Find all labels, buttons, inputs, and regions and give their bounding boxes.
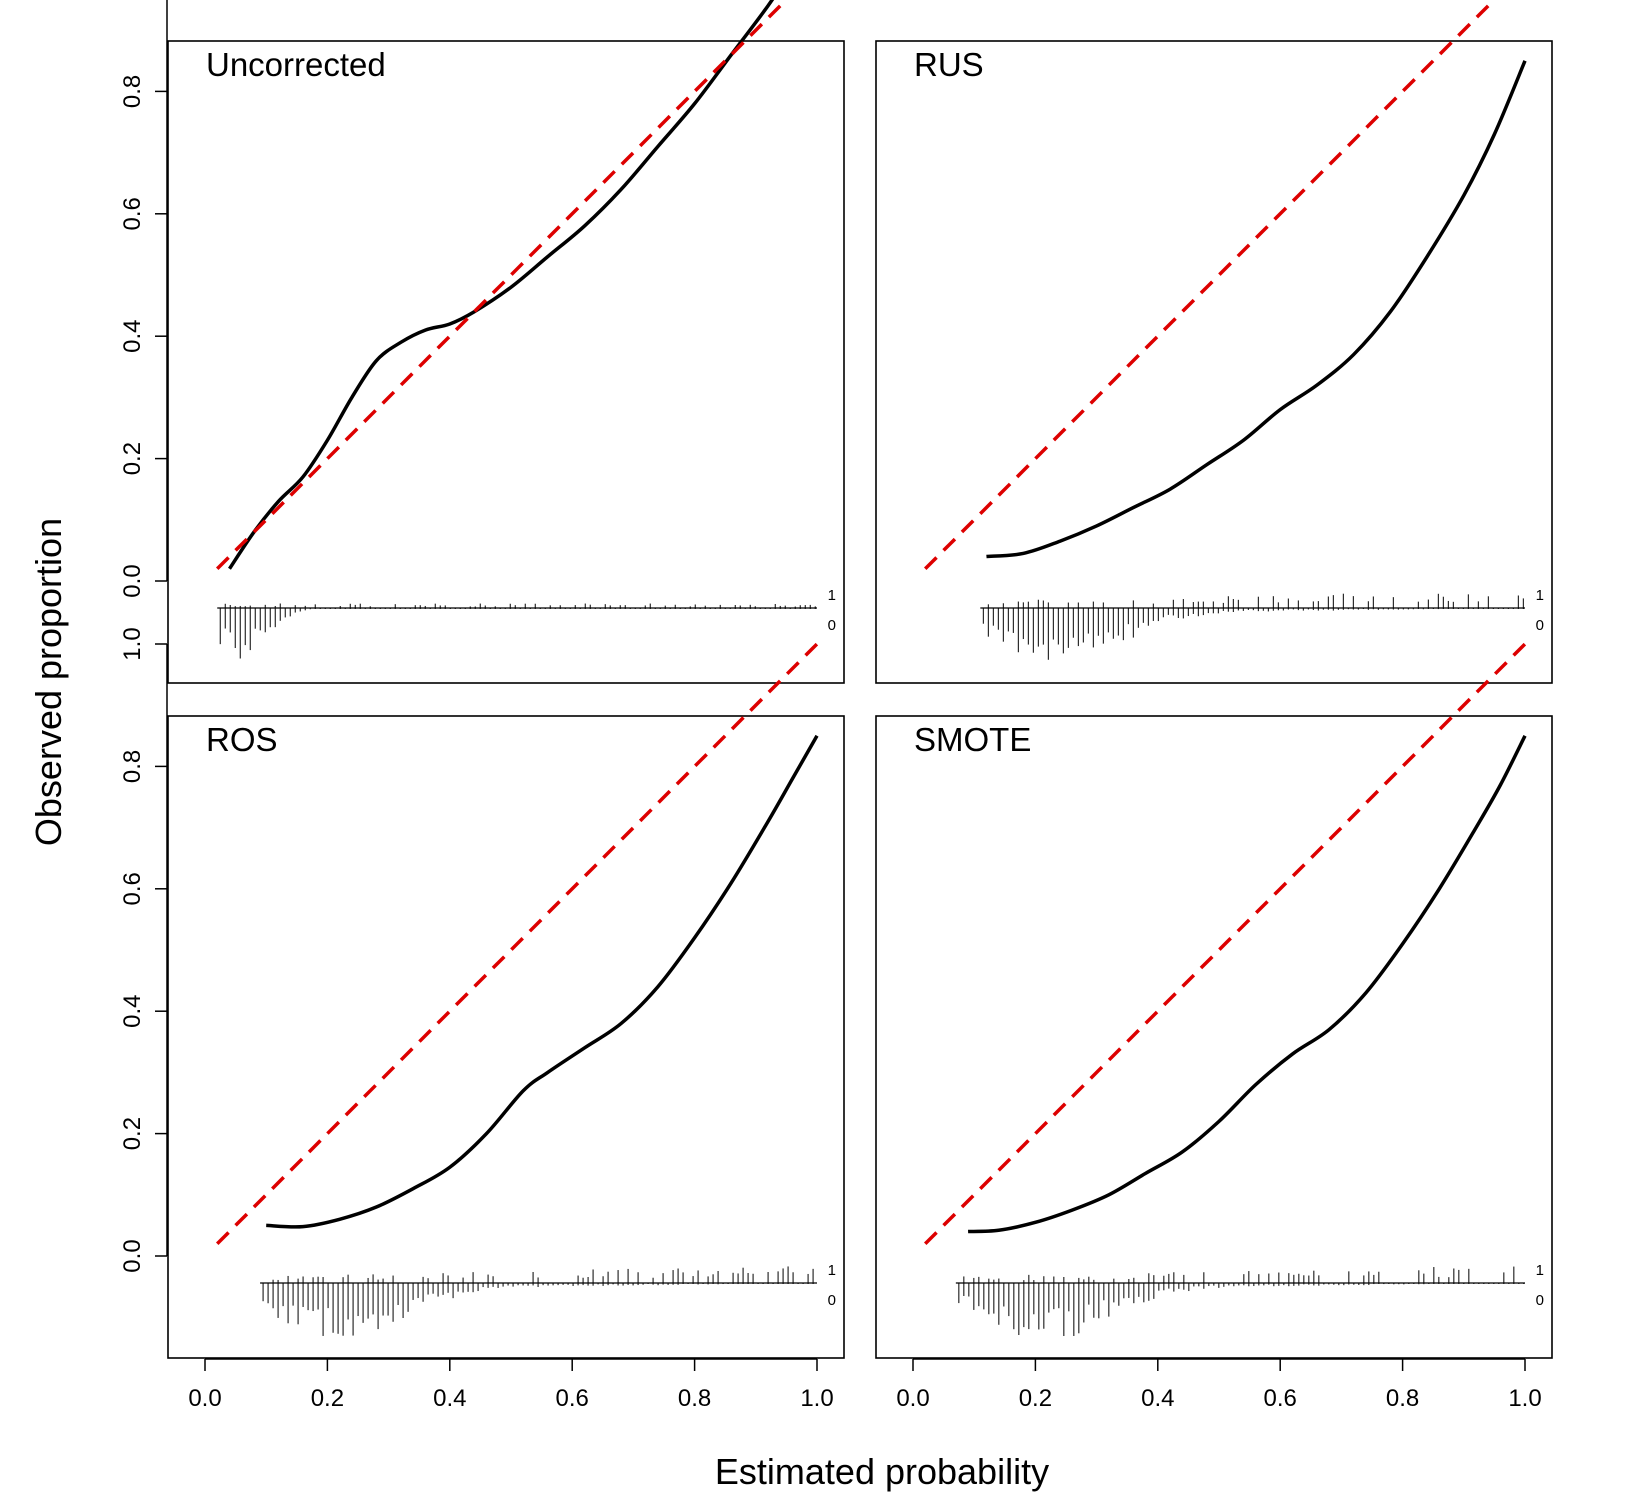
x-tick-label: 1.0 — [1508, 1385, 1541, 1412]
y-tick-label: 0.0 — [119, 564, 146, 597]
reference-line — [924, 642, 1527, 1245]
panel-smote: SMOTE 0.0 0.2 0.4 0.6 0.8 1.0 1 0 — [875, 642, 1553, 1412]
y-tick-label: 0.6 — [119, 197, 146, 230]
reference-line — [216, 642, 819, 1245]
y-tick-label: 0.6 — [119, 872, 146, 905]
panel-rus: RUS 1 0 — [875, 0, 1553, 684]
panel-frame — [167, 40, 845, 684]
calibration-curve — [968, 735, 1527, 1234]
x-tick-label: 0.8 — [1386, 1385, 1419, 1412]
y-tick-label: 0.4 — [119, 995, 146, 1028]
panel-frame — [875, 715, 1553, 1359]
calibration-curve — [266, 734, 819, 1229]
rug-label-one: 1 — [828, 1262, 836, 1279]
rug-label-one: 1 — [828, 587, 836, 604]
rug-label-zero: 0 — [1536, 617, 1544, 634]
x-tick-label: 0.4 — [433, 1385, 466, 1412]
y-tick-label: 0.2 — [119, 442, 146, 475]
panel-frame — [167, 715, 845, 1359]
x-tick-label: 0.4 — [1141, 1385, 1174, 1412]
panel-uncorrected: Uncorrected 0.0 0.2 0.4 0.6 0.8 1.0 1 0 — [119, 0, 845, 684]
y-tick-label: 0.8 — [119, 75, 146, 108]
y-tick-label: 0.2 — [119, 1117, 146, 1150]
reference-line — [924, 0, 1497, 570]
x-tick-label: 0.0 — [896, 1385, 929, 1412]
x-tick-label: 0.6 — [1264, 1385, 1297, 1412]
y-tick-label: 1.0 — [119, 627, 146, 660]
x-tick-label: 0.6 — [556, 1385, 589, 1412]
calibration-curve — [986, 60, 1527, 559]
panel-title: ROS — [206, 721, 278, 758]
x-tick-label: 0.8 — [678, 1385, 711, 1412]
panel-ros: ROS 0.0 0.2 0.4 0.6 0.8 1.0 0.0 0.2 0.4 0.6 0.8 1.0 1… — [119, 627, 845, 1412]
x-tick-label: 1.0 — [800, 1385, 833, 1412]
x-axis-title: Estimated probability — [715, 1451, 1049, 1492]
y-tick-label: 0.4 — [119, 320, 146, 353]
rug-label-zero: 0 — [1536, 1292, 1544, 1309]
rug-label-one: 1 — [1536, 1262, 1544, 1279]
panel-title: SMOTE — [914, 721, 1031, 758]
x-tick-label: 0.0 — [188, 1385, 221, 1412]
rug-label-one: 1 — [1536, 587, 1544, 604]
panel-frame — [875, 40, 1553, 684]
panel-title: Uncorrected — [206, 46, 386, 83]
rug-label-zero: 0 — [828, 617, 836, 634]
calibration-curve — [228, 0, 775, 570]
x-tick-label: 0.2 — [311, 1385, 344, 1412]
x-tick-label: 0.2 — [1019, 1385, 1052, 1412]
rug-label-zero: 0 — [828, 1292, 836, 1309]
panel-title: RUS — [914, 46, 984, 83]
y-axis-title: Observed proportion — [28, 518, 69, 846]
y-tick-label: 0.8 — [119, 750, 146, 783]
y-tick-label: 0.0 — [119, 1239, 146, 1272]
reference-line — [216, 0, 789, 570]
